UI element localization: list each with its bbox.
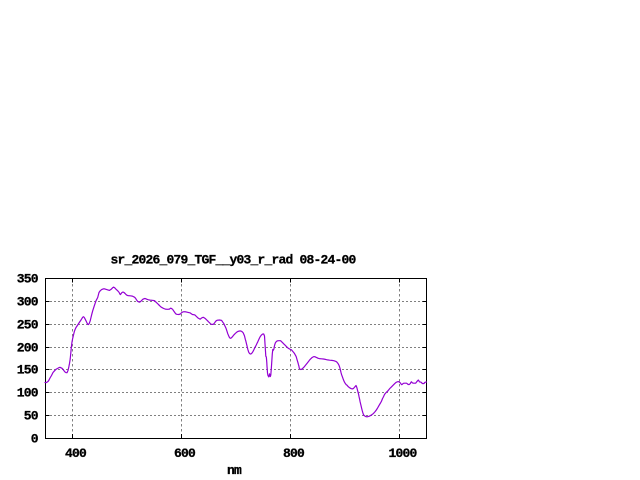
svg-text:1000: 1000 [388, 446, 417, 461]
svg-text:0: 0 [31, 432, 39, 447]
svg-text:200: 200 [17, 341, 39, 356]
svg-text:400: 400 [65, 446, 87, 461]
svg-text:600: 600 [174, 446, 196, 461]
svg-text:150: 150 [17, 363, 39, 378]
svg-text:300: 300 [17, 295, 39, 310]
svg-text:nm: nm [227, 463, 242, 478]
svg-text:100: 100 [17, 386, 39, 401]
svg-text:sr_2026_079_TGF__y03_r_rad 08-: sr_2026_079_TGF__y03_r_rad 08-24-00 [110, 253, 356, 268]
svg-text:50: 50 [24, 409, 39, 424]
svg-text:350: 350 [17, 272, 39, 287]
svg-text:250: 250 [17, 318, 39, 333]
svg-text:800: 800 [283, 446, 305, 461]
